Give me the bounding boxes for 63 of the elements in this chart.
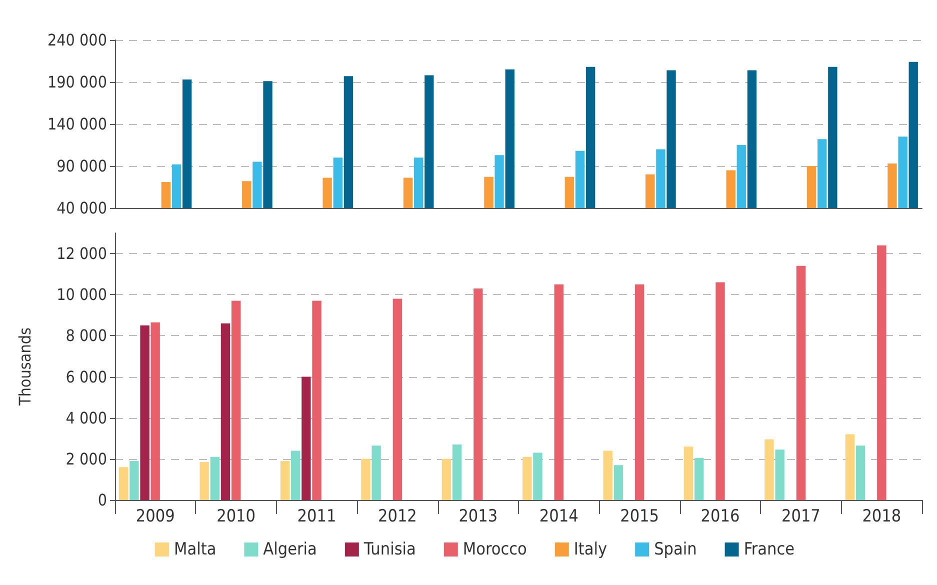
legend-label: Spain	[654, 540, 697, 560]
y-tick-label: 4 000	[66, 408, 107, 428]
bar	[845, 434, 855, 500]
y-tick-label: 140 000	[47, 114, 107, 134]
bar	[684, 446, 694, 500]
bar	[119, 467, 128, 500]
bar	[140, 325, 150, 500]
bar	[554, 284, 564, 500]
bar	[210, 456, 220, 500]
y-tick-label: 240 000	[47, 30, 107, 50]
x-tick-label: 2012	[378, 506, 417, 526]
legend-label: Italy	[574, 540, 608, 560]
bar	[220, 323, 230, 500]
x-tick-label: 2013	[458, 506, 498, 526]
bar	[291, 450, 300, 500]
bar	[312, 300, 322, 500]
bar	[856, 446, 866, 500]
x-tick-label: 2011	[297, 506, 336, 526]
x-tick-label: 2009	[136, 506, 175, 526]
x-tick-label: 2010	[216, 506, 256, 526]
legend-label: Tunisia	[362, 540, 416, 560]
legend-label: Malta	[174, 540, 216, 560]
bar	[200, 462, 209, 500]
bar	[603, 450, 612, 500]
bar	[442, 458, 452, 500]
bar	[716, 282, 725, 500]
bar	[452, 444, 462, 500]
bar	[150, 322, 160, 500]
x-tick-label: 2018	[862, 506, 902, 526]
bar	[302, 376, 311, 500]
bar	[392, 298, 402, 500]
bar	[231, 300, 241, 500]
legend-label: France	[744, 540, 795, 560]
bar	[372, 446, 381, 500]
bar	[614, 465, 623, 500]
bar	[775, 450, 784, 500]
y-tick-label: 0	[98, 490, 107, 510]
y-tick-label: 2 000	[66, 449, 107, 468]
bar	[361, 458, 370, 500]
bar	[796, 266, 806, 500]
y-tick-label: 40 000	[56, 198, 107, 218]
bar	[280, 460, 290, 500]
legend-label: Algeria	[263, 540, 317, 560]
legend-label: Morocco	[462, 540, 527, 560]
x-tick-label: 2016	[700, 506, 740, 526]
y-axis-title: Thousands	[16, 328, 34, 406]
bar	[634, 284, 644, 500]
y-tick-label: 12 000	[56, 244, 107, 264]
bar	[533, 452, 542, 500]
bar	[877, 245, 886, 500]
bar	[522, 456, 532, 500]
y-tick-label: 10 000	[56, 285, 107, 304]
y-tick-label: 6 000	[66, 367, 107, 386]
bar	[474, 288, 483, 500]
bar	[764, 439, 774, 500]
y-tick-label: 90 000	[56, 156, 107, 176]
bar	[130, 460, 139, 500]
x-tick-label: 2014	[539, 506, 578, 526]
bar	[694, 458, 704, 500]
x-tick-label: 2015	[620, 506, 660, 526]
y-tick-label: 8 000	[66, 326, 107, 346]
y-tick-label: 190 000	[47, 72, 107, 92]
x-tick-label: 2017	[781, 506, 820, 526]
